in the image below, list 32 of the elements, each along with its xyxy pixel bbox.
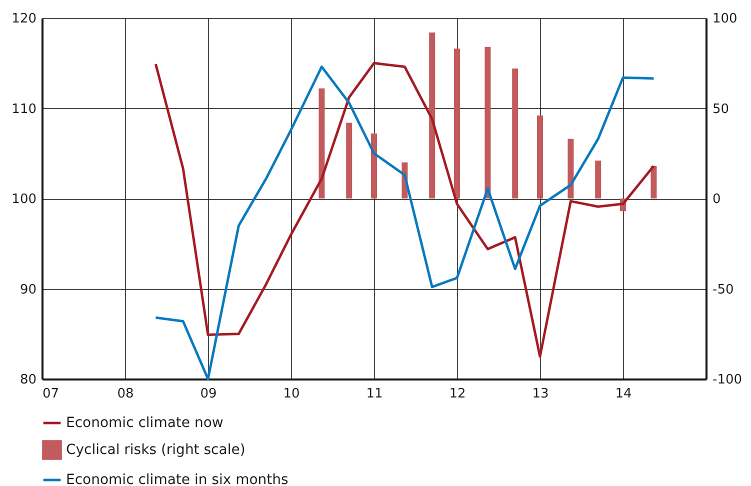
x-tick-label: 10 (283, 386, 300, 402)
y-tick-label: 120 (12, 12, 36, 26)
y2-tick-label: 100 (712, 12, 738, 26)
y-tick-label: 110 (12, 102, 36, 117)
bar (512, 68, 518, 198)
bar (595, 160, 602, 198)
bar (568, 138, 574, 198)
x-tick-label: 13 (532, 386, 549, 402)
y-tick-label: 90 (20, 282, 36, 298)
y-tick-label: 100 (12, 192, 36, 207)
bar (484, 46, 491, 198)
bar (371, 134, 377, 198)
bar (537, 115, 543, 198)
x-tick-label: 09 (200, 386, 217, 402)
y2-tick-label: 50 (712, 102, 730, 117)
bar (454, 48, 460, 198)
x-tick-label: 07 (42, 386, 60, 402)
legend-label: Cyclical risks (right scale) (66, 442, 246, 458)
bar (346, 122, 352, 198)
legend-label: Economic climate in six months (66, 472, 288, 486)
y2-tick-label: 0 (712, 192, 721, 207)
x-tick-label: 08 (117, 386, 134, 402)
bar (650, 166, 657, 198)
x-tick-label: 12 (449, 386, 466, 402)
y2-tick-label: -50 (712, 282, 734, 298)
y-tick-label: 80 (20, 372, 36, 388)
y2-tick-label: -100 (712, 372, 742, 388)
x-tick-label: 11 (366, 386, 383, 402)
x-tick-label: 14 (615, 386, 632, 402)
bar (429, 32, 436, 198)
bar (318, 88, 325, 198)
legend-label: Economic climate now (66, 415, 224, 431)
